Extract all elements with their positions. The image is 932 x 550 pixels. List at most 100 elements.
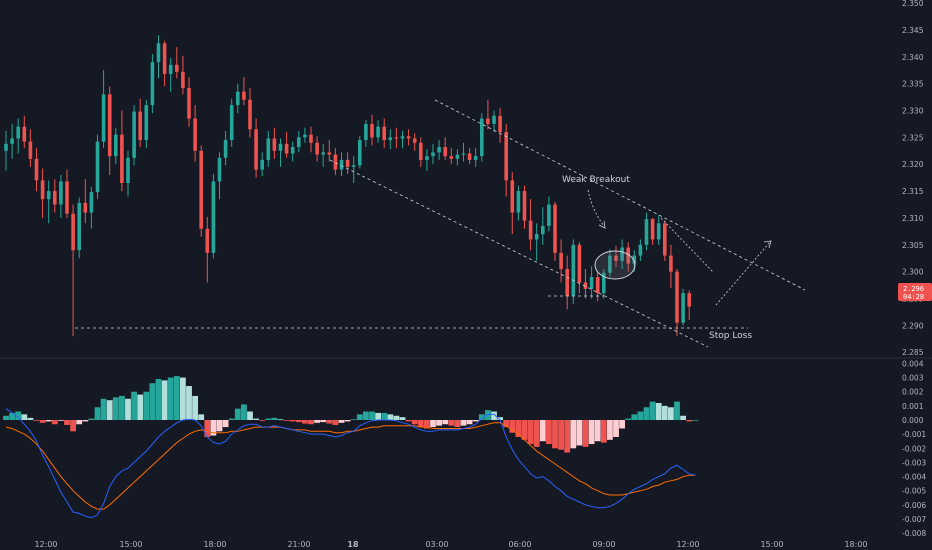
candle[interactable] [522, 185, 527, 229]
candle[interactable] [626, 242, 630, 272]
candle[interactable] [126, 150, 130, 197]
candle[interactable] [156, 35, 161, 79]
candle[interactable] [315, 136, 319, 162]
candle[interactable] [254, 118, 258, 178]
candle[interactable] [382, 118, 386, 149]
candle[interactable] [394, 127, 399, 149]
candle[interactable] [412, 133, 417, 151]
candle[interactable] [492, 110, 496, 132]
candle[interactable] [614, 245, 618, 268]
candle[interactable] [175, 47, 179, 79]
candle[interactable] [248, 87, 252, 138]
stop-loss-label[interactable]: Stop Loss [709, 331, 752, 341]
candle[interactable] [602, 268, 606, 299]
indicator-axis[interactable]: 0.004 0.003 0.002 0.001 0.000 -0.001 -0.002 -0.… [902, 359, 926, 538]
weak-breakout-label[interactable]: Weak Breakout [562, 175, 630, 185]
candle[interactable] [565, 255, 569, 310]
candle[interactable] [138, 98, 142, 148]
candle[interactable] [260, 152, 264, 177]
candle[interactable] [351, 156, 356, 184]
candle[interactable] [333, 148, 338, 175]
time-axis[interactable]: 12:00 15:00 18:00 21:00 18 03:00 06:00 09:00 12:… [34, 540, 867, 549]
candle[interactable] [181, 55, 185, 95]
candle[interactable] [205, 216, 210, 283]
target-path-arrow-2[interactable] [715, 241, 771, 306]
drawing-layer[interactable]: Weak Breakout Stop Loss [75, 99, 806, 348]
candle[interactable] [510, 172, 515, 235]
candle[interactable] [473, 148, 478, 167]
candle[interactable] [480, 113, 484, 162]
candle[interactable] [71, 204, 75, 337]
candle[interactable] [34, 148, 39, 192]
candle[interactable] [644, 212, 649, 251]
lower-channel-line[interactable] [329, 159, 709, 348]
candle[interactable] [577, 242, 582, 294]
target-path-arrow-1[interactable] [660, 217, 714, 273]
candle[interactable] [95, 134, 100, 200]
candle[interactable] [132, 105, 136, 166]
candle[interactable] [321, 143, 325, 167]
candle[interactable] [303, 127, 307, 143]
candle[interactable] [229, 98, 234, 148]
candle[interactable] [4, 130, 8, 171]
candle[interactable] [589, 266, 594, 299]
candle[interactable] [400, 130, 405, 149]
candle[interactable] [571, 239, 576, 304]
candle[interactable] [327, 140, 332, 162]
candle[interactable] [120, 110, 124, 192]
candle[interactable] [339, 152, 344, 177]
candle[interactable] [376, 120, 380, 143]
candle[interactable] [16, 118, 20, 154]
candle[interactable] [547, 196, 551, 232]
candle[interactable] [297, 130, 301, 153]
macd-pane[interactable] [3, 376, 699, 519]
candle[interactable] [559, 239, 563, 283]
candle[interactable] [687, 290, 691, 321]
candle[interactable] [211, 173, 216, 259]
candle[interactable] [223, 130, 228, 166]
candle[interactable] [290, 141, 295, 162]
candle[interactable] [669, 244, 673, 288]
candle[interactable] [114, 127, 118, 165]
candle[interactable] [168, 57, 173, 92]
candle[interactable] [266, 130, 271, 167]
candle[interactable] [425, 149, 429, 171]
candle[interactable] [46, 180, 51, 224]
candle[interactable] [77, 197, 81, 259]
candle[interactable] [608, 249, 612, 278]
macd-signal-line[interactable] [5, 422, 696, 510]
candle[interactable] [364, 120, 368, 148]
candle[interactable] [107, 86, 112, 175]
candle[interactable] [638, 239, 643, 261]
candle[interactable] [278, 138, 283, 167]
candle[interactable] [22, 115, 27, 149]
candle[interactable] [419, 137, 423, 167]
candle[interactable] [65, 169, 69, 218]
candle[interactable] [498, 107, 502, 143]
candle[interactable] [406, 129, 411, 146]
candle[interactable] [345, 152, 350, 174]
candle[interactable] [28, 129, 33, 167]
candle[interactable] [370, 114, 374, 146]
candle[interactable] [358, 136, 362, 169]
candle[interactable] [675, 268, 679, 337]
candle[interactable] [59, 174, 63, 218]
candle[interactable] [583, 268, 588, 299]
candle[interactable] [217, 152, 222, 200]
candle[interactable] [620, 239, 624, 269]
candle[interactable] [193, 105, 197, 162]
candle[interactable] [656, 215, 661, 245]
candle[interactable] [534, 223, 539, 261]
candle[interactable] [144, 99, 149, 149]
candle[interactable] [199, 145, 203, 237]
candle[interactable] [650, 217, 655, 245]
candle[interactable] [53, 179, 57, 213]
candle[interactable] [541, 207, 545, 245]
candle[interactable] [467, 148, 472, 165]
candle[interactable] [388, 129, 393, 150]
candle[interactable] [162, 40, 167, 87]
candle[interactable] [236, 83, 240, 114]
candle[interactable] [681, 288, 685, 326]
candle[interactable] [150, 54, 155, 114]
